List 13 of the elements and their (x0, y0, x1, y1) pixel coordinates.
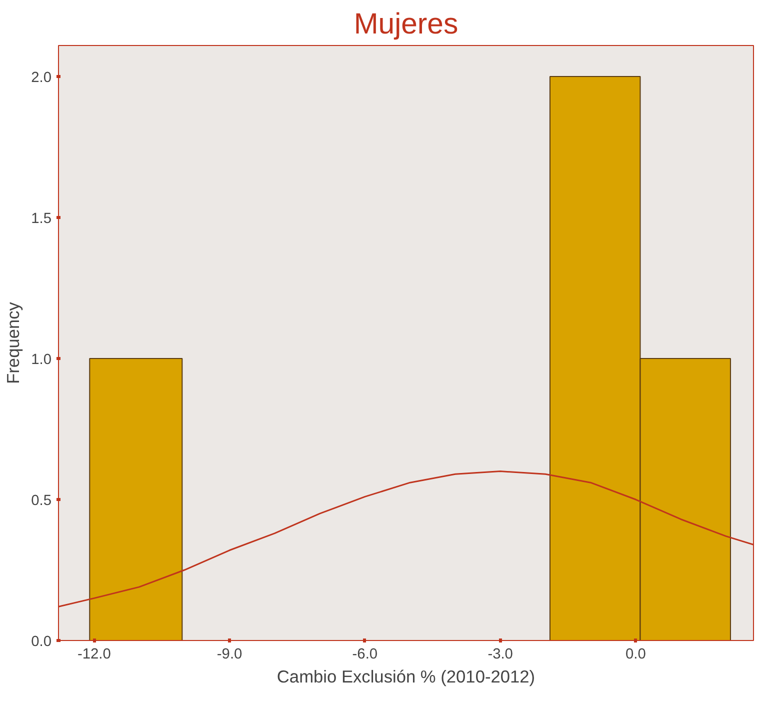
y-axis-title: Frequency (3, 302, 24, 384)
y-tick-label: 2.0 (31, 70, 52, 86)
y-tick-label: 0.0 (31, 634, 52, 650)
x-axis-title: Cambio Exclusión % (2010-2012) (276, 666, 536, 686)
x-tick-label: 0.0 (626, 646, 646, 662)
y-tick-label: 0.5 (31, 493, 52, 510)
x-tick-label: -12.0 (77, 646, 111, 662)
y-tick-label: 1.0 (31, 352, 52, 368)
y-tick-label: 1.5 (31, 211, 52, 228)
x-tick-label: -3.0 (488, 646, 513, 662)
x-tick-label: -9.0 (216, 646, 242, 662)
chart-title: Mujeres (354, 8, 458, 40)
x-tick-label: -6.0 (352, 646, 378, 662)
